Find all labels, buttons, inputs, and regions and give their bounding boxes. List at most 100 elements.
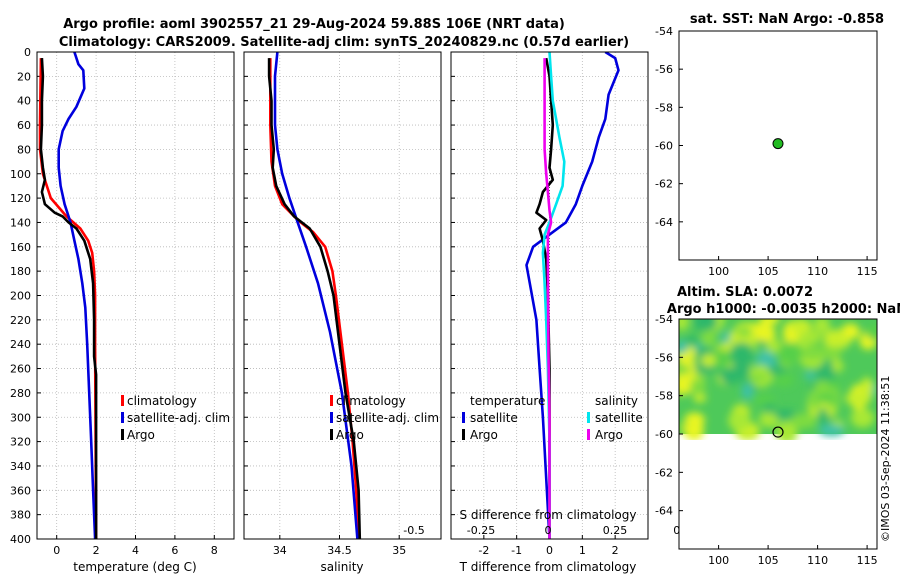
x-tick-label: 0 [53,544,60,557]
y-tick-label: 120 [10,192,31,205]
heatmap-blob [749,322,776,343]
heatmap-blob [817,408,829,426]
heatmap-blob [689,378,706,396]
y-tick-label: 60 [17,119,31,132]
x-tick-label: 1 [579,544,586,557]
x-tick-label: 6 [171,544,178,557]
sla-map-ticks: -54 -56 -58 -60 -62 -64 100 105 110 115 [655,313,878,567]
map-y-tick-label: -60 [655,428,673,441]
legend-swatch-s-argo [587,429,590,440]
y-tick-label: 280 [10,387,31,400]
y-tick-label: 300 [10,411,31,424]
legend-t-argo: Argo [470,428,498,442]
heatmap-blob [772,372,794,388]
x-tick-label: 34.5 [327,544,352,557]
x-tick-label: 2 [612,544,619,557]
legend-swatch-s-satellite [587,412,590,423]
series-line-argo [267,58,362,539]
legend-t-satellite: satellite [470,411,518,425]
heatmap-blob [700,329,716,347]
map-x-tick-label: 105 [758,265,779,278]
difference-lines [525,52,620,539]
legend-climatology: climatology [127,394,197,408]
heatmap-blob [728,410,751,431]
heatmap-blob [750,373,767,382]
legend-s-argo: Argo [595,428,623,442]
salinity-tick-labels: 34 34.5 35 [273,544,406,557]
difference-grid [451,51,648,540]
sst-map-panel: sat. SST: NaN Argo: -0.858 -54-56-58-60-… [655,12,884,278]
legend-title-salinity: salinity [595,394,638,408]
y-tick-label: 260 [10,363,31,376]
legend-swatch-argo [330,429,333,440]
y-tick-label: 380 [10,509,31,522]
legend-swatch-climatology [330,395,333,406]
map-y-tick-label: -56 [655,63,673,76]
heatmap-blob [767,365,788,375]
y-tick-label: 400 [10,533,31,546]
map-y-tick-label: -58 [655,101,673,114]
x-tick-label: 4 [132,544,139,557]
map-y-tick-label: -62 [655,178,673,191]
map-x-tick-label: 115 [857,265,878,278]
s-tick-label: -0.25 [467,524,495,537]
map-y-tick-label: -54 [655,313,673,326]
depth-tick-labels: 0 20 40 60 80 100 120 140 160 180 200 220 240 260 280 3… [10,46,31,546]
temperature-xlabel: temperature (deg C) [73,560,196,574]
temperature-panel: 0204060801001201401601802002202402602803… [10,46,235,574]
legend-swatch-satellite [330,412,333,423]
x-tick-label: 2 [93,544,100,557]
map-x-tick-label: 105 [758,554,779,567]
heatmap-blob [729,342,754,369]
map-x-tick-label: 100 [708,554,729,567]
salinity-panel: 34 34.5 35 salinity climatology satellite-… [243,51,442,574]
map-x-tick-label: 110 [807,554,828,567]
s-tick-label: 0.25 [603,524,628,537]
x-tick-label: 0 [546,544,553,557]
heatmap-blob [736,327,753,337]
y-tick-label: 220 [10,314,31,327]
heatmap-blob [845,390,872,407]
legend-swatch-t-argo [462,429,465,440]
map-x-tick-label: 100 [708,265,729,278]
heatmap-blob [693,393,707,403]
map-y-tick-label: -64 [655,505,673,518]
series-line-satellite-adj-clim [273,52,359,539]
legend-satellite: satellite-adj. clim [336,411,439,425]
map-x-tick-label: 110 [807,265,828,278]
y-tick-label: 0 [24,46,31,59]
sla-map-title: Altim. SLA: 0.0072 [677,285,813,300]
heatmap-blob [818,424,845,437]
heatmap-blob [741,383,754,400]
y-tick-label: 320 [10,436,31,449]
y-tick-label: 240 [10,338,31,351]
sla-heatmap [679,319,877,440]
legend-climatology: climatology [336,394,406,408]
legend-title-temperature: temperature [470,394,545,408]
series-line-s-argo [543,58,553,539]
legend-argo: Argo [336,428,364,442]
argo-location-marker [772,138,784,150]
heatmap-blob [759,413,778,424]
map-y-tick-label: -62 [655,466,673,479]
series-line-satellite-adj-clim [57,52,97,539]
heatmap-blob [823,329,848,348]
salinity-xlabel: salinity [320,560,363,574]
heatmap-blob [813,319,831,334]
argo-location-marker [772,426,784,438]
y-tick-label: 80 [17,143,31,156]
temperature-legend: climatology satellite-adj. clim Argo [121,394,230,442]
heatmap-blob [720,367,740,385]
heatmap-blob [761,338,783,354]
heatmap-blob [800,345,825,361]
temperature-tick-labels: 0 2 4 6 8 [53,544,218,557]
x-tick-label: -1 [511,544,522,557]
y-tick-label: 340 [10,460,31,473]
s-tick-label: 0 [545,524,552,537]
temperature-lines [38,52,98,539]
difference-panel: -2 -1 0 1 2 S difference from climatology -0… [403,51,691,574]
sst-map-title: sat. SST: NaN Argo: -0.858 [690,12,884,27]
heatmap-blob [679,319,689,331]
map-y-tick-label: -58 [655,390,673,403]
